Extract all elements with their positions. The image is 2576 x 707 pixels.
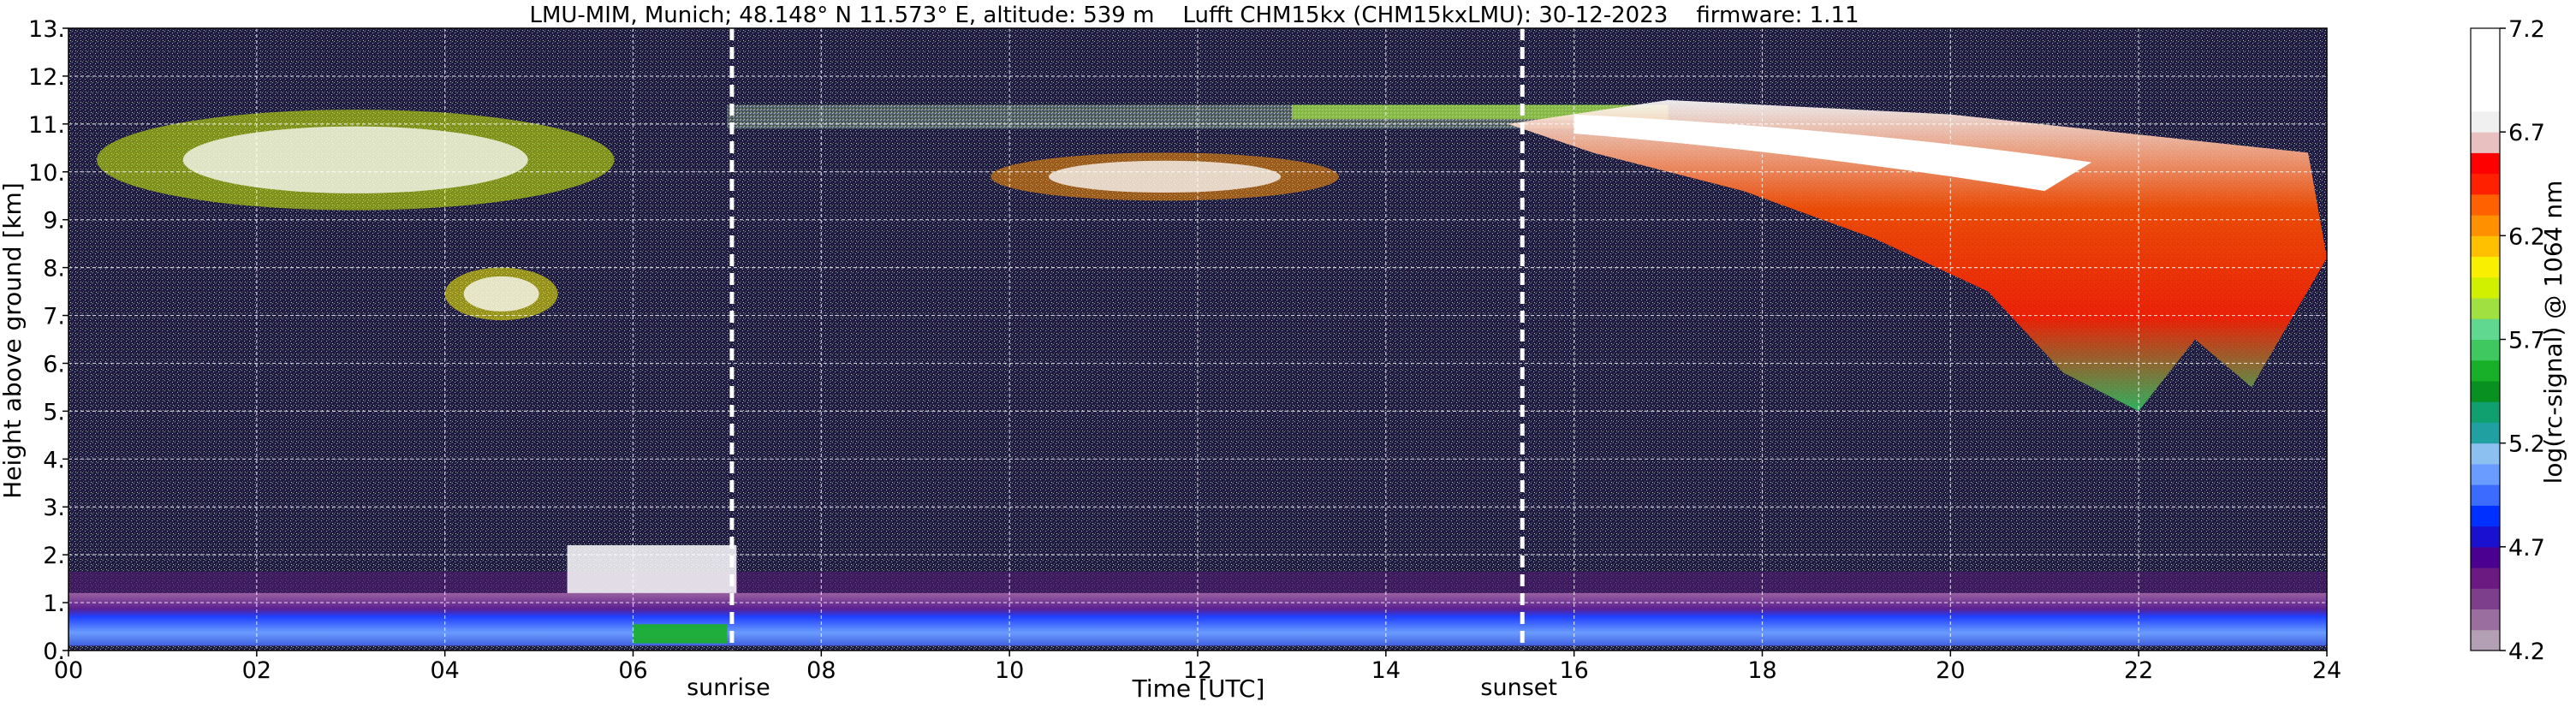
feature-low-cloud-body — [567, 544, 737, 593]
feature-morning-cirrus — [96, 110, 615, 211]
y-tick-label: 7. — [43, 304, 65, 330]
colorbar-tick-label: 5.7 — [2508, 328, 2545, 354]
x-tick-label: 22 — [2124, 657, 2153, 684]
x-tick-label: 20 — [1936, 657, 1965, 684]
x-tick-label: 04 — [430, 657, 459, 684]
colorbar-tick-label: 7.2 — [2508, 16, 2545, 43]
feature-boundary-layer-core — [68, 592, 2327, 646]
colorbar-segment — [2471, 359, 2500, 382]
colorbar-label: log(rc-signal) @ 1064 nm — [2539, 181, 2567, 484]
y-tick-label: 8. — [43, 256, 65, 282]
colorbar-segment — [2471, 152, 2500, 175]
colorbar: 7.2 6.7 6.2 5.7 5.2 4.7 4.2 — [2470, 16, 2545, 665]
colorbar-segment — [2471, 318, 2500, 340]
y-tick-label: 6. — [43, 351, 65, 377]
chart-title: LMU-MIM, Munich; 48.148° N 11.573° E, al… — [529, 3, 1859, 28]
marker-label-sunrise: sunrise — [687, 674, 770, 701]
colorbar-tick-label: 4.7 — [2508, 535, 2545, 561]
colorbar-segment — [2471, 484, 2500, 506]
colorbar-segment — [2471, 90, 2500, 112]
x-tick-label: 10 — [995, 657, 1024, 684]
feature-noon-cirrus-patches — [991, 152, 1339, 201]
y-tick-label: 11. — [28, 112, 65, 139]
x-tick-label: 18 — [1747, 657, 1776, 684]
y-tick-label: 0. — [43, 639, 65, 665]
y-tick-label: 1. — [43, 591, 65, 617]
colorbar-segment — [2471, 339, 2500, 361]
feature-mid-level-cloud — [444, 267, 558, 321]
feature-low-cloud — [567, 544, 737, 644]
x-tick-label: 00 — [54, 657, 83, 684]
colorbar-segment — [2471, 193, 2500, 216]
feature-mid-level-cloud-core — [463, 276, 539, 312]
x-tick-label: 24 — [2312, 657, 2341, 684]
colorbar-tick-label: 5.2 — [2508, 431, 2545, 458]
colorbar-segment — [2471, 276, 2500, 299]
feature-evening-cirrus-body — [1508, 99, 2327, 412]
sun-markers: sunrise sunset — [687, 28, 1557, 701]
colorbar-segment — [2471, 567, 2500, 589]
colorbar-segment — [2471, 235, 2500, 258]
y-axis-label: Height above ground [km] — [0, 182, 27, 499]
feature-boundary-layer — [68, 571, 2327, 646]
colorbar-segment — [2471, 422, 2500, 444]
colorbar-segment — [2471, 215, 2500, 236]
x-axis-label: Time [UTC] — [1132, 674, 1265, 703]
colorbar-segment — [2471, 401, 2500, 423]
feature-low-cloud-green — [633, 624, 728, 644]
marker-label-sunset: sunset — [1480, 674, 1557, 701]
x-tick-label: 08 — [806, 657, 836, 684]
colorbar-segment — [2471, 256, 2500, 278]
colorbar-segment — [2471, 110, 2500, 133]
x-tick-label: 14 — [1371, 657, 1401, 684]
feature-noon-cirrus-patches-core — [1048, 160, 1282, 193]
y-tick-label: 12. — [28, 64, 65, 91]
colorbar-segment — [2471, 629, 2500, 651]
colorbar-tick-label: 6.2 — [2508, 223, 2545, 250]
axes: 00 02 04 06 08 10 12 14 16 18 20 22 24 0. 1. 2. 3. 4. 5. 6.… — [28, 16, 2341, 684]
colorbar-segment — [2471, 28, 2500, 50]
colorbar-tick-label: 4.2 — [2508, 639, 2545, 665]
colorbar-segment — [2471, 546, 2500, 568]
colorbar-segment — [2471, 49, 2500, 70]
y-tick-label: 5. — [43, 399, 65, 425]
y-tick-label: 2. — [43, 543, 65, 569]
colorbar-segment — [2471, 380, 2500, 402]
colorbar-segment — [2471, 69, 2500, 92]
colorbar-tick-label: 6.7 — [2508, 120, 2545, 146]
colorbar-segment — [2471, 132, 2500, 153]
colorbar-segment — [2471, 588, 2500, 610]
x-tick-label: 02 — [242, 657, 271, 684]
y-tick-label: 9. — [43, 208, 65, 235]
feature-morning-cirrus-core — [182, 126, 528, 193]
colorbar-segment — [2471, 463, 2500, 485]
y-tick-label: 13. — [28, 16, 65, 43]
x-tick-label: 16 — [1559, 657, 1588, 684]
colorbar-segment — [2471, 505, 2500, 527]
colorbar-segment — [2471, 609, 2500, 631]
y-tick-label: 10. — [28, 160, 65, 187]
y-tick-label: 3. — [43, 495, 65, 521]
colorbar-segment — [2471, 526, 2500, 548]
y-tick-label: 4. — [43, 447, 65, 473]
colorbar-segment — [2471, 173, 2500, 195]
colorbar-segment — [2471, 298, 2500, 319]
colorbar-segment — [2471, 443, 2500, 465]
x-tick-label: 06 — [618, 657, 647, 684]
x-tick-label: 12 — [1183, 657, 1212, 684]
